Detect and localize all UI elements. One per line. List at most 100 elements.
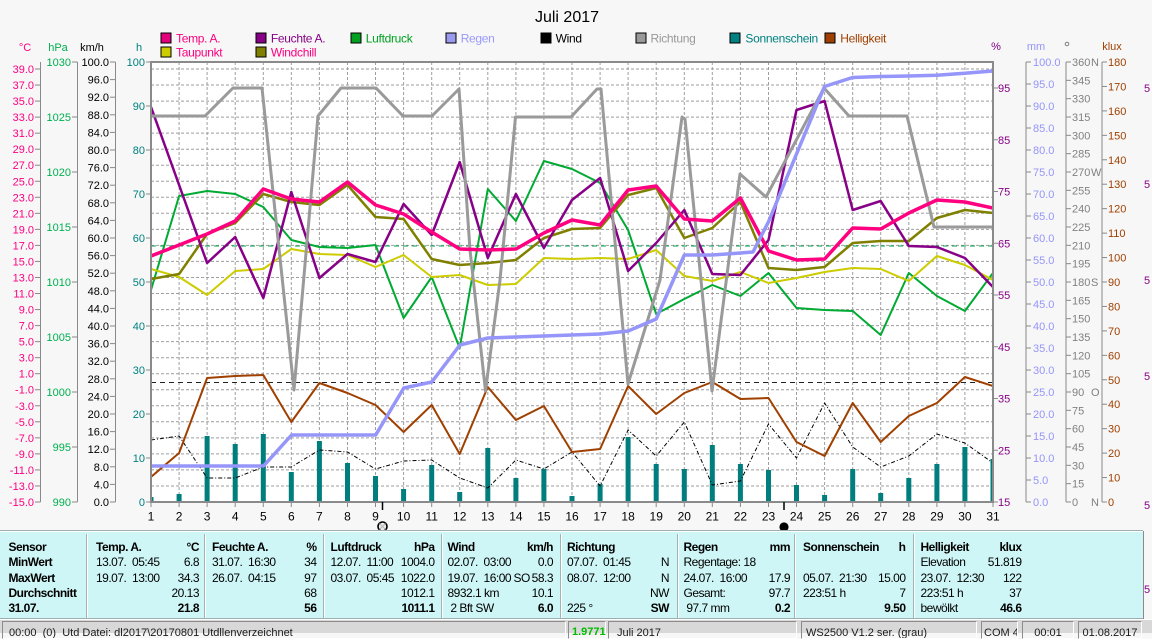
svg-text:31: 31 bbox=[986, 510, 1000, 524]
svg-text:100.0: 100.0 bbox=[81, 57, 109, 69]
svg-text:50: 50 bbox=[1108, 375, 1120, 387]
svg-text:60.0: 60.0 bbox=[1033, 233, 1054, 245]
svg-text:27.0: 27.0 bbox=[13, 160, 34, 172]
svg-text:84.0: 84.0 bbox=[88, 127, 109, 139]
svg-text:39.0: 39.0 bbox=[13, 64, 34, 76]
svg-text:70: 70 bbox=[133, 189, 145, 201]
svg-text:180: 180 bbox=[1072, 277, 1090, 289]
svg-text:195: 195 bbox=[1072, 259, 1090, 271]
svg-text:165: 165 bbox=[1072, 295, 1090, 307]
svg-text:180: 180 bbox=[1108, 57, 1126, 69]
svg-text:1005: 1005 bbox=[47, 332, 71, 344]
svg-text:1: 1 bbox=[148, 510, 155, 524]
svg-text:4.0: 4.0 bbox=[94, 479, 109, 491]
svg-text:6: 6 bbox=[288, 510, 295, 524]
svg-text:0: 0 bbox=[1108, 497, 1114, 509]
svg-text:20: 20 bbox=[678, 510, 692, 524]
svg-text:17.0: 17.0 bbox=[13, 240, 34, 252]
svg-text:85.0: 85.0 bbox=[1033, 123, 1054, 135]
svg-text:5: 5 bbox=[1144, 500, 1150, 512]
svg-text:55: 55 bbox=[998, 290, 1010, 302]
svg-text:90: 90 bbox=[1108, 277, 1120, 289]
svg-text:315: 315 bbox=[1072, 112, 1090, 124]
svg-text:120: 120 bbox=[1072, 350, 1090, 362]
svg-text:50.0: 50.0 bbox=[1033, 277, 1054, 289]
svg-text:60.0: 60.0 bbox=[88, 233, 109, 245]
svg-text:0.0: 0.0 bbox=[94, 497, 109, 509]
svg-text:24: 24 bbox=[790, 510, 804, 524]
svg-text:72.0: 72.0 bbox=[88, 180, 109, 192]
svg-text:10: 10 bbox=[133, 453, 145, 465]
svg-text:21: 21 bbox=[706, 510, 720, 524]
svg-text:13: 13 bbox=[481, 510, 495, 524]
svg-text:68.0: 68.0 bbox=[88, 198, 109, 210]
svg-text:Feuchte A.: Feuchte A. bbox=[271, 32, 325, 46]
svg-text:37.0: 37.0 bbox=[13, 80, 34, 92]
svg-text:N: N bbox=[1091, 57, 1099, 69]
svg-text:75.0: 75.0 bbox=[1033, 167, 1054, 179]
svg-text:135: 135 bbox=[1072, 332, 1090, 344]
svg-text:8: 8 bbox=[344, 510, 351, 524]
svg-text:2: 2 bbox=[176, 510, 183, 524]
svg-text:40: 40 bbox=[1108, 399, 1120, 411]
svg-text:300: 300 bbox=[1072, 130, 1090, 142]
svg-text:96.0: 96.0 bbox=[88, 75, 109, 87]
svg-text:40.0: 40.0 bbox=[1033, 321, 1054, 333]
svg-text:0.0: 0.0 bbox=[1033, 497, 1048, 509]
svg-text:12: 12 bbox=[453, 510, 467, 524]
svg-text:990: 990 bbox=[53, 497, 71, 509]
svg-text:65.0: 65.0 bbox=[1033, 211, 1054, 223]
svg-text:Helligkeit: Helligkeit bbox=[840, 32, 887, 46]
svg-text:S: S bbox=[1091, 277, 1098, 289]
svg-text:17: 17 bbox=[593, 510, 607, 524]
svg-text:10: 10 bbox=[1108, 473, 1120, 485]
svg-text:18: 18 bbox=[621, 510, 635, 524]
svg-text:21.0: 21.0 bbox=[13, 208, 34, 220]
svg-text:Windchill: Windchill bbox=[271, 46, 316, 60]
svg-text:-7.0: -7.0 bbox=[15, 433, 34, 445]
svg-text:-15.0: -15.0 bbox=[9, 497, 34, 509]
svg-text:-5.0: -5.0 bbox=[15, 417, 34, 429]
svg-text:60: 60 bbox=[133, 233, 145, 245]
svg-text:9.0: 9.0 bbox=[19, 305, 34, 317]
svg-text:40: 40 bbox=[133, 321, 145, 333]
svg-text:225: 225 bbox=[1072, 222, 1090, 234]
svg-text:60: 60 bbox=[1108, 350, 1120, 362]
svg-text:5: 5 bbox=[1144, 83, 1150, 95]
svg-text:105: 105 bbox=[1072, 369, 1090, 381]
svg-text:30: 30 bbox=[1072, 460, 1084, 472]
svg-text:140: 140 bbox=[1108, 155, 1126, 167]
svg-text:240: 240 bbox=[1072, 204, 1090, 216]
svg-text:65: 65 bbox=[998, 238, 1010, 250]
svg-text:70: 70 bbox=[1108, 326, 1120, 338]
svg-text:-1.0: -1.0 bbox=[15, 385, 34, 397]
svg-text:110: 110 bbox=[1108, 228, 1126, 240]
svg-text:85: 85 bbox=[998, 135, 1010, 147]
svg-text:15: 15 bbox=[1072, 479, 1084, 491]
svg-text:29: 29 bbox=[930, 510, 944, 524]
svg-text:23.0: 23.0 bbox=[13, 192, 34, 204]
svg-text:330: 330 bbox=[1072, 94, 1090, 106]
svg-text:1020: 1020 bbox=[47, 167, 71, 179]
svg-text:52.0: 52.0 bbox=[88, 268, 109, 280]
svg-text:15.0: 15.0 bbox=[1033, 431, 1054, 443]
svg-text:-13.0: -13.0 bbox=[9, 481, 34, 493]
svg-text:7: 7 bbox=[316, 510, 323, 524]
svg-text:40.0: 40.0 bbox=[88, 321, 109, 333]
svg-text:80: 80 bbox=[133, 145, 145, 157]
svg-text:13.0: 13.0 bbox=[13, 272, 34, 284]
svg-text:55.0: 55.0 bbox=[1033, 255, 1054, 267]
svg-text:35.0: 35.0 bbox=[13, 96, 34, 108]
svg-text:3.0: 3.0 bbox=[19, 353, 34, 365]
svg-text:25: 25 bbox=[998, 445, 1010, 457]
svg-text:Temp. A.: Temp. A. bbox=[176, 32, 220, 46]
svg-text:Wind: Wind bbox=[556, 32, 582, 46]
svg-text:76.0: 76.0 bbox=[88, 163, 109, 175]
svg-text:31.0: 31.0 bbox=[13, 128, 34, 140]
svg-text:N: N bbox=[1091, 497, 1099, 509]
svg-text:30: 30 bbox=[133, 365, 145, 377]
svg-text:O: O bbox=[1091, 387, 1100, 399]
svg-text:44.0: 44.0 bbox=[88, 303, 109, 315]
svg-text:11.0: 11.0 bbox=[13, 289, 34, 301]
svg-text:30: 30 bbox=[958, 510, 972, 524]
